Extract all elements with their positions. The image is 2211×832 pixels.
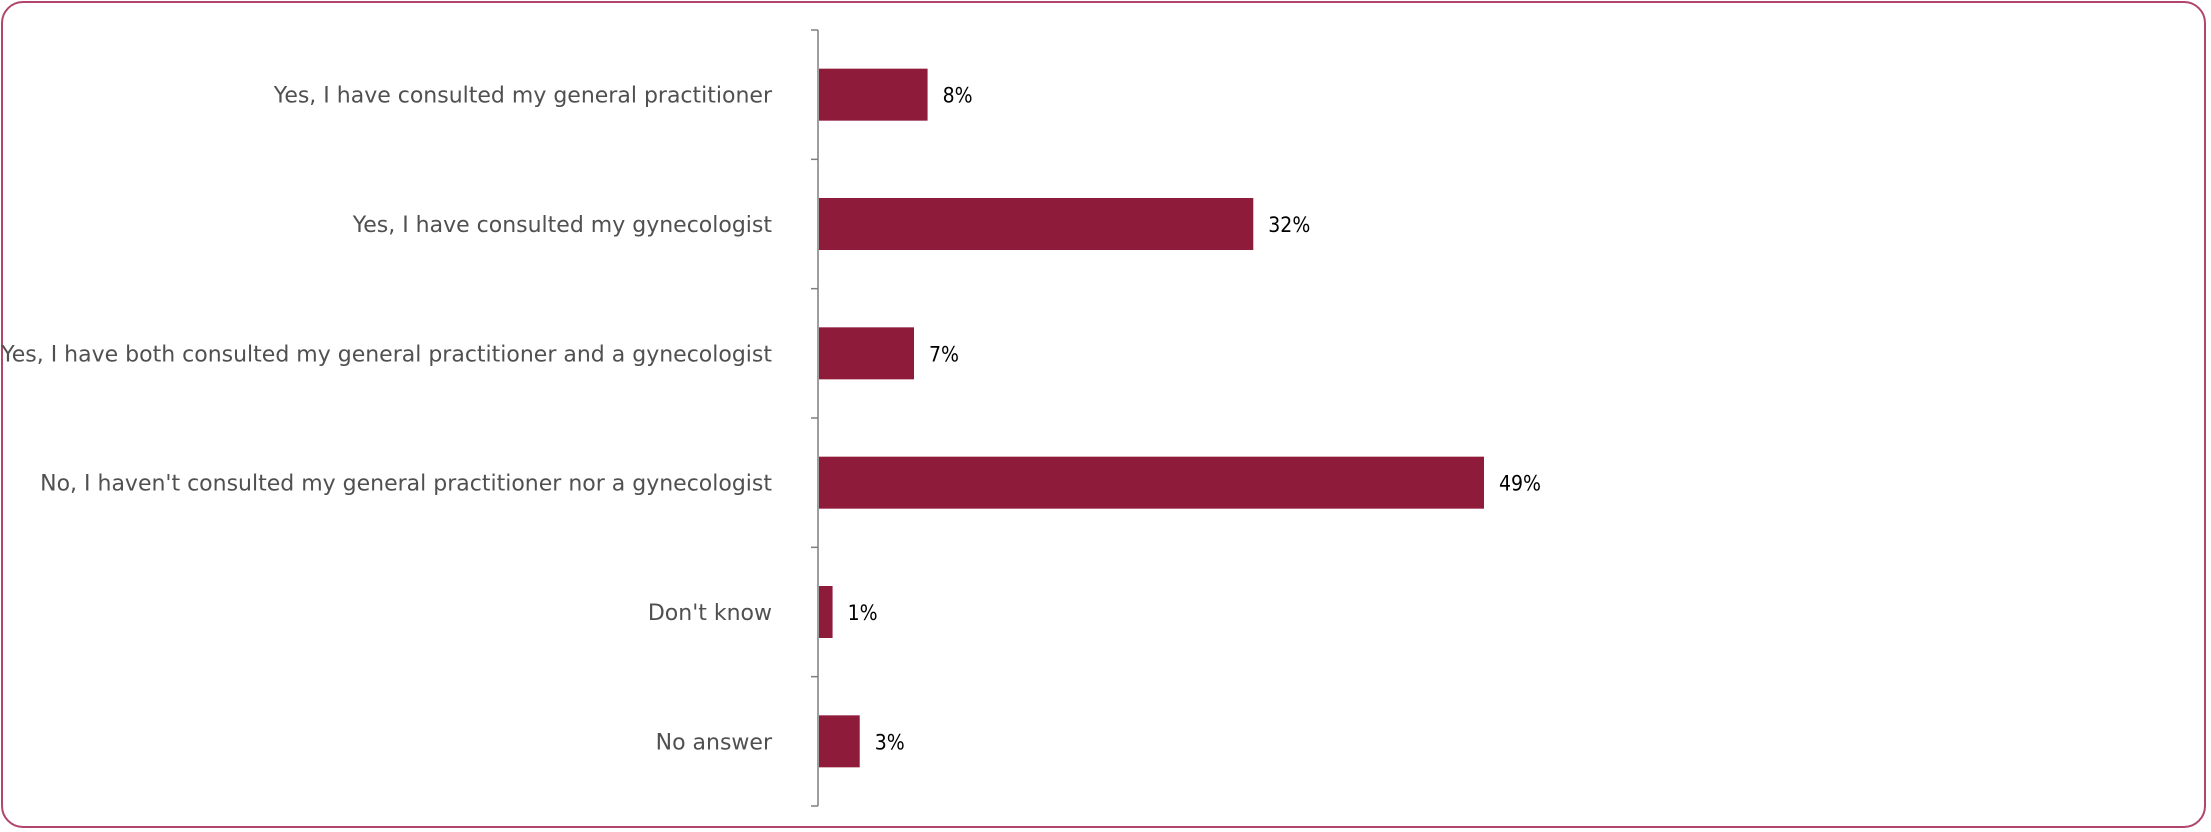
category-labels: Yes, I have consulted my general practit… [0,84,773,756]
bar [819,68,928,121]
category-label: Don't know [648,601,772,626]
bars-group [819,68,1484,768]
bar [819,327,914,380]
value-label: 8% [943,84,973,108]
category-label: No answer [656,730,773,755]
value-label: 1% [848,601,878,625]
category-label: Yes, I have consulted my gynecologist [352,213,773,238]
y-axis-ticks [811,29,818,807]
bar [819,715,860,768]
value-labels: 8% 32% 7% 49% 1% 3% [848,84,1541,755]
value-label: 7% [929,342,959,366]
category-label: Yes, I have consulted my general practit… [273,84,773,109]
value-label: 49% [1499,472,1541,496]
category-label: Yes, I have both consulted my general pr… [0,342,772,367]
value-label: 3% [875,730,905,754]
bar [819,456,1484,509]
category-label: No, I haven't consulted my general pract… [40,472,772,497]
bar [819,198,1254,250]
value-label: 32% [1268,213,1310,237]
bar [819,586,833,638]
